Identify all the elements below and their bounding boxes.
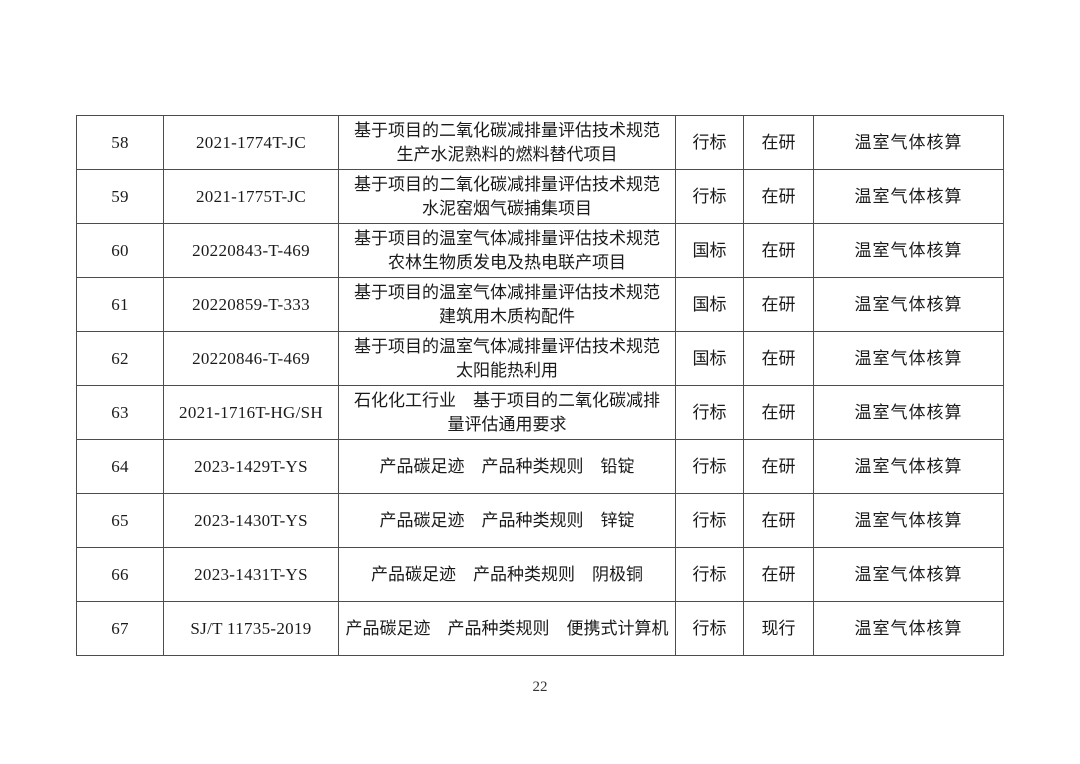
standards-table: 58 2021-1774T-JC 基于项目的二氧化碳减排量评估技术规范 生产水泥… bbox=[76, 115, 1004, 656]
standard-type-cell: 行标 bbox=[675, 493, 744, 548]
standard-category-cell: 温室气体核算 bbox=[813, 331, 1004, 386]
standard-category-cell: 温室气体核算 bbox=[813, 115, 1004, 170]
standard-code-cell: 2023-1431T-YS bbox=[163, 547, 339, 602]
standard-type-cell: 行标 bbox=[675, 601, 744, 656]
standard-name-cell: 基于项目的二氧化碳减排量评估技术规范 生产水泥熟料的燃料替代项目 bbox=[338, 115, 676, 170]
standard-status-cell: 在研 bbox=[743, 439, 814, 494]
standard-status-cell: 在研 bbox=[743, 115, 814, 170]
standard-type-cell: 国标 bbox=[675, 223, 744, 278]
standard-type-cell: 国标 bbox=[675, 277, 744, 332]
table-row: 64 2023-1429T-YS 产品碳足迹 产品种类规则 铅锭 行标 在研 温… bbox=[76, 439, 1004, 494]
standard-name-cell: 产品碳足迹 产品种类规则 便携式计算机 bbox=[338, 601, 676, 656]
standards-table-body: 58 2021-1774T-JC 基于项目的二氧化碳减排量评估技术规范 生产水泥… bbox=[76, 115, 1004, 656]
standard-name-cell: 产品碳足迹 产品种类规则 铅锭 bbox=[338, 439, 676, 494]
standard-status-cell: 在研 bbox=[743, 331, 814, 386]
standard-type-cell: 国标 bbox=[675, 331, 744, 386]
standard-code-cell: 2021-1716T-HG/SH bbox=[163, 385, 339, 440]
standard-name-cell: 产品碳足迹 产品种类规则 锌锭 bbox=[338, 493, 676, 548]
standard-status-cell: 在研 bbox=[743, 169, 814, 224]
standard-category-cell: 温室气体核算 bbox=[813, 385, 1004, 440]
row-index-cell: 60 bbox=[76, 223, 164, 278]
standard-status-cell: 在研 bbox=[743, 385, 814, 440]
standard-code-cell: 2023-1429T-YS bbox=[163, 439, 339, 494]
standard-status-cell: 在研 bbox=[743, 547, 814, 602]
standard-category-cell: 温室气体核算 bbox=[813, 169, 1004, 224]
standard-category-cell: 温室气体核算 bbox=[813, 277, 1004, 332]
standard-category-cell: 温室气体核算 bbox=[813, 493, 1004, 548]
row-index-cell: 64 bbox=[76, 439, 164, 494]
standard-code-cell: SJ/T 11735-2019 bbox=[163, 601, 339, 656]
standard-name-cell: 基于项目的温室气体减排量评估技术规范 农林生物质发电及热电联产项目 bbox=[338, 223, 676, 278]
page-number: 22 bbox=[532, 679, 548, 695]
table-row: 59 2021-1775T-JC 基于项目的二氧化碳减排量评估技术规范 水泥窑烟… bbox=[76, 169, 1004, 224]
standard-name-cell: 基于项目的二氧化碳减排量评估技术规范 水泥窑烟气碳捕集项目 bbox=[338, 169, 676, 224]
table-row: 65 2023-1430T-YS 产品碳足迹 产品种类规则 锌锭 行标 在研 温… bbox=[76, 493, 1004, 548]
standard-code-cell: 2021-1774T-JC bbox=[163, 115, 339, 170]
standard-type-cell: 行标 bbox=[675, 547, 744, 602]
row-index-cell: 65 bbox=[76, 493, 164, 548]
standard-status-cell: 在研 bbox=[743, 277, 814, 332]
table-row: 62 20220846-T-469 基于项目的温室气体减排量评估技术规范 太阳能… bbox=[76, 331, 1004, 386]
standard-code-cell: 20220846-T-469 bbox=[163, 331, 339, 386]
table-row: 66 2023-1431T-YS 产品碳足迹 产品种类规则 阴极铜 行标 在研 … bbox=[76, 547, 1004, 602]
table-row: 61 20220859-T-333 基于项目的温室气体减排量评估技术规范 建筑用… bbox=[76, 277, 1004, 332]
standard-type-cell: 行标 bbox=[675, 385, 744, 440]
standard-name-cell: 产品碳足迹 产品种类规则 阴极铜 bbox=[338, 547, 676, 602]
table-row: 60 20220843-T-469 基于项目的温室气体减排量评估技术规范 农林生… bbox=[76, 223, 1004, 278]
standard-type-cell: 行标 bbox=[675, 439, 744, 494]
standard-category-cell: 温室气体核算 bbox=[813, 547, 1004, 602]
row-index-cell: 67 bbox=[76, 601, 164, 656]
standard-code-cell: 2021-1775T-JC bbox=[163, 169, 339, 224]
row-index-cell: 66 bbox=[76, 547, 164, 602]
standard-category-cell: 温室气体核算 bbox=[813, 223, 1004, 278]
standard-code-cell: 20220859-T-333 bbox=[163, 277, 339, 332]
standard-name-cell: 基于项目的温室气体减排量评估技术规范 太阳能热利用 bbox=[338, 331, 676, 386]
row-index-cell: 59 bbox=[76, 169, 164, 224]
table-row: 67 SJ/T 11735-2019 产品碳足迹 产品种类规则 便携式计算机 行… bbox=[76, 601, 1004, 656]
row-index-cell: 61 bbox=[76, 277, 164, 332]
standard-category-cell: 温室气体核算 bbox=[813, 439, 1004, 494]
standard-category-cell: 温室气体核算 bbox=[813, 601, 1004, 656]
standard-name-cell: 石化化工行业 基于项目的二氧化碳减排 量评估通用要求 bbox=[338, 385, 676, 440]
row-index-cell: 63 bbox=[76, 385, 164, 440]
standard-status-cell: 在研 bbox=[743, 493, 814, 548]
standard-status-cell: 在研 bbox=[743, 223, 814, 278]
standard-code-cell: 20220843-T-469 bbox=[163, 223, 339, 278]
row-index-cell: 62 bbox=[76, 331, 164, 386]
table-row: 58 2021-1774T-JC 基于项目的二氧化碳减排量评估技术规范 生产水泥… bbox=[76, 115, 1004, 170]
standard-status-cell: 现行 bbox=[743, 601, 814, 656]
standard-code-cell: 2023-1430T-YS bbox=[163, 493, 339, 548]
table-row: 63 2021-1716T-HG/SH 石化化工行业 基于项目的二氧化碳减排 量… bbox=[76, 385, 1004, 440]
standard-name-cell: 基于项目的温室气体减排量评估技术规范 建筑用木质构配件 bbox=[338, 277, 676, 332]
standard-type-cell: 行标 bbox=[675, 115, 744, 170]
row-index-cell: 58 bbox=[76, 115, 164, 170]
standard-type-cell: 行标 bbox=[675, 169, 744, 224]
